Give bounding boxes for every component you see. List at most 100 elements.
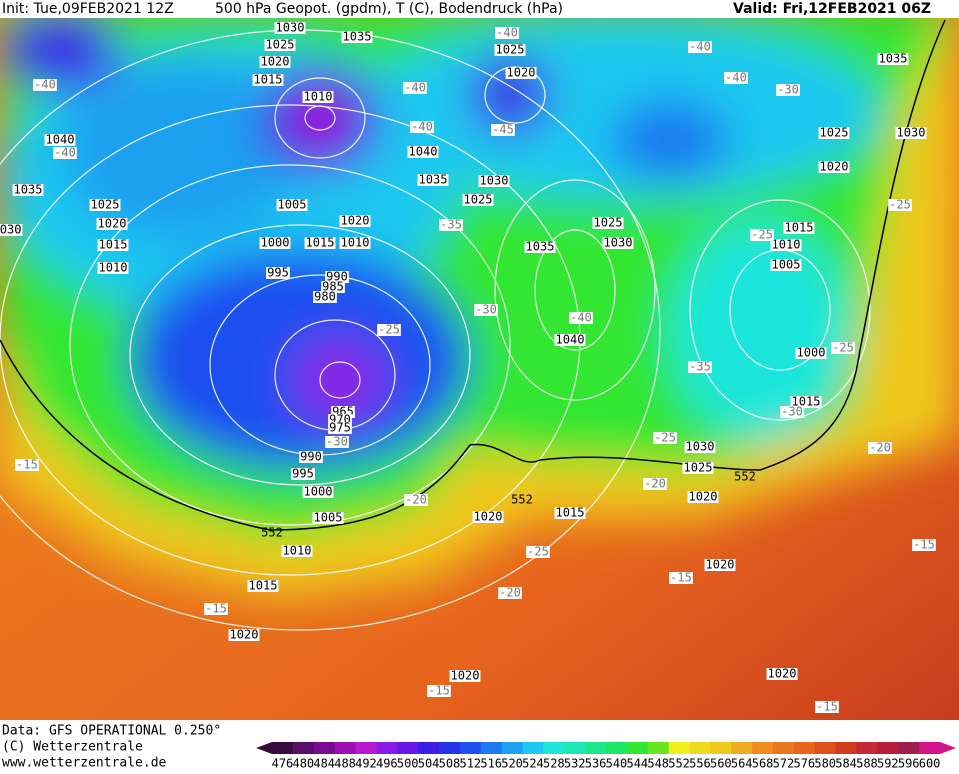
isobar-label: 1020 — [474, 510, 503, 524]
copyright: (C) Wetterzentrale — [2, 740, 143, 755]
isobar-label: 1005 — [278, 198, 307, 212]
isobar-label: 1015 — [99, 238, 128, 252]
colorbar-label: 600 — [919, 757, 941, 771]
isobar-label: 1025 — [684, 461, 713, 475]
isobar-label-box — [276, 199, 308, 211]
isobar-label-box — [472, 511, 504, 523]
isobar-label-box — [97, 262, 129, 274]
colorbar-swatch — [564, 742, 586, 754]
isobar-label: 995 — [267, 266, 289, 280]
colorbar-label: 488 — [334, 757, 356, 771]
isobar-label: 1035 — [343, 30, 372, 44]
isobar-label: 985 — [322, 280, 344, 294]
temperature-label: -40 — [689, 40, 711, 54]
isobar-label-box — [0, 224, 23, 236]
colorbar-swatch — [773, 742, 795, 754]
colorbar-label: 564 — [731, 757, 753, 771]
temperature-label: -40 — [570, 311, 592, 325]
temperature-label: -20 — [644, 477, 666, 491]
contour-label: 552 — [734, 470, 756, 484]
isobar-label: 1030 — [604, 236, 633, 250]
temperature-label-box — [33, 79, 57, 91]
isobar-label: 1010 — [341, 236, 370, 250]
isobar-label: 1020 — [451, 669, 480, 683]
isobar-label: 1010 — [772, 238, 801, 252]
isobar-label-box — [554, 507, 586, 519]
colorbar-swatch — [543, 742, 565, 754]
colorbar-swatch — [501, 742, 523, 754]
colorbar-label: 496 — [376, 757, 398, 771]
map-area — [0, 18, 959, 720]
isobar-label-box — [341, 31, 373, 43]
colorbar-swatch — [752, 742, 774, 754]
isobar-label-box — [684, 441, 716, 453]
temperature-label-box — [403, 82, 427, 94]
temperature-label: -40 — [725, 71, 747, 85]
isobar-label-box — [407, 146, 439, 158]
colorbar-label: 592 — [877, 757, 899, 771]
temperature-label: -40 — [496, 26, 518, 40]
isobar-label-box — [417, 174, 449, 186]
colorbar-label: 480 — [292, 757, 314, 771]
colorbar-label: 536 — [585, 757, 607, 771]
isobar-label-box — [505, 67, 537, 79]
temperature-label: -30 — [781, 405, 803, 419]
temperature-label: -30 — [475, 303, 497, 317]
temperature-label-box — [653, 432, 677, 444]
isobar-label: 980 — [314, 290, 336, 304]
temperature-label-box — [474, 304, 498, 316]
isobar-label: 1000 — [304, 485, 333, 499]
temperature-label: -20 — [405, 493, 427, 507]
isobar-label-box — [478, 175, 510, 187]
isobar-label: 1000 — [261, 236, 290, 250]
isobar-label-box — [12, 184, 44, 196]
temperature-label-box — [688, 41, 712, 53]
isobar-label-box — [299, 451, 323, 463]
colorbar-swatch — [292, 742, 315, 754]
isobar-label: 1010 — [99, 261, 128, 275]
temperature-label: -40 — [54, 146, 76, 160]
colorbar-label: 508 — [439, 757, 461, 771]
temperature-label-box — [404, 494, 428, 506]
temperature-label: -40 — [404, 81, 426, 95]
colorbar-swatch — [522, 742, 544, 754]
colorbar-swatch — [397, 742, 419, 754]
isobar-label: 1040 — [46, 133, 75, 147]
colorbar-swatch — [668, 742, 690, 754]
colorbar-swatch — [272, 742, 294, 754]
isobar-label: 1025 — [496, 43, 525, 57]
isobar-label-box — [96, 218, 128, 230]
isobar-label-box — [304, 237, 336, 249]
isobar-label: 975 — [329, 421, 351, 435]
isobar-label: 1015 — [556, 506, 585, 520]
colorbar-swatch — [626, 742, 649, 754]
title-text: 500 hPa Geopot. (gpdm), T (C), Bodendruc… — [215, 1, 563, 17]
temperature-label: -30 — [326, 435, 348, 449]
temperature-label: -35 — [689, 360, 711, 374]
isobar-label-box — [313, 291, 337, 303]
isobar-label: 1030 — [686, 440, 715, 454]
temperature-label-box — [439, 219, 463, 231]
isobar-label: 1000 — [797, 346, 826, 360]
temperature-label-box — [669, 572, 693, 584]
colorbar-swatch — [898, 742, 920, 754]
init-text: Init: Tue,09FEB2021 12Z — [2, 1, 174, 17]
colorbar-label: 528 — [543, 757, 565, 771]
isobar-label: 1020 — [341, 214, 370, 228]
isobar-label-box — [790, 396, 822, 408]
temperature-label-box — [325, 436, 349, 448]
isobar-label-box — [97, 239, 129, 251]
isobar-label: 1035 — [526, 240, 555, 254]
isobar-label: 1015 — [792, 395, 821, 409]
contour-label: 552 — [261, 526, 283, 540]
temperature-label-box — [495, 27, 519, 39]
isobar-label-box — [274, 22, 306, 34]
isobar-label-box — [266, 267, 290, 279]
isobar-label-box — [877, 53, 909, 65]
colorbar-swatch — [606, 742, 628, 754]
colorbar-swatch — [710, 742, 732, 754]
temperature-label-box — [688, 361, 712, 373]
temperature-label: -15 — [428, 684, 450, 698]
